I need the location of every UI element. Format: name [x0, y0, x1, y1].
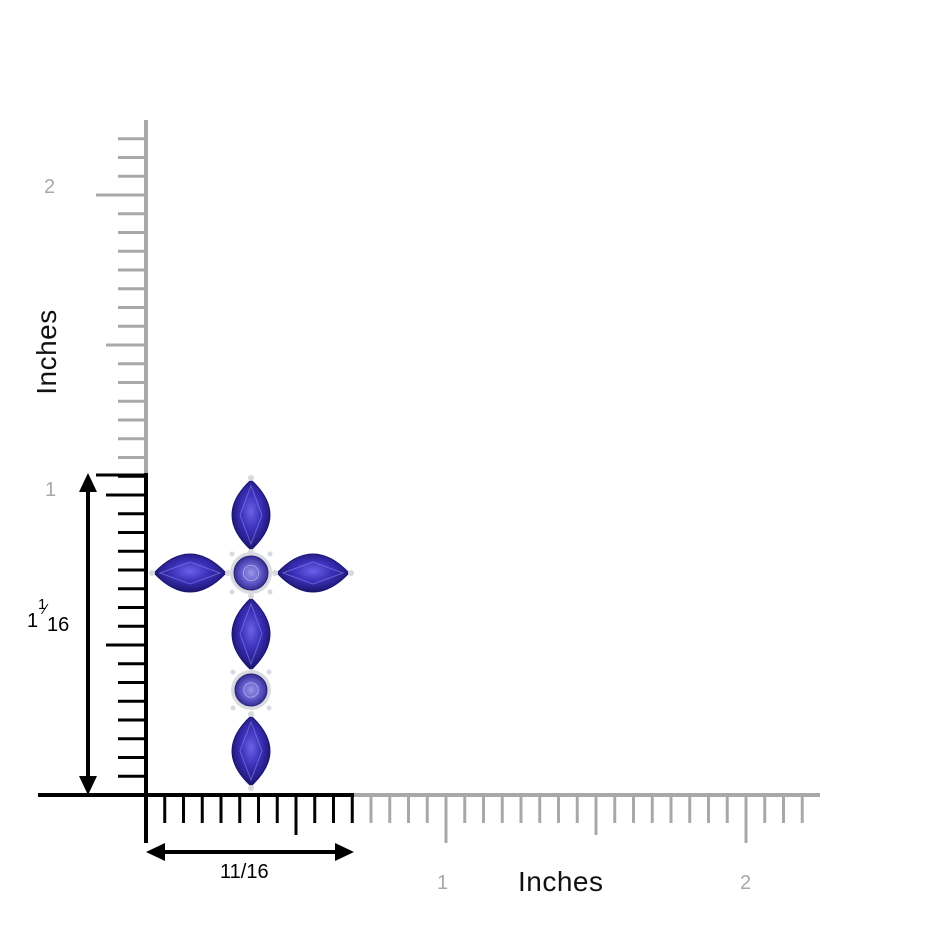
marquise-middle: [231, 593, 271, 675]
width-arrow-head-left: [146, 843, 165, 861]
prong: [248, 785, 254, 791]
width-dimension-label: 11/16: [220, 861, 269, 883]
height-fraction-slash: ⁄: [44, 601, 47, 618]
y-tick-label-2: 2: [44, 176, 56, 198]
round-lower: [230, 669, 272, 711]
prong: [230, 705, 236, 711]
prong: [229, 589, 235, 595]
prong: [229, 551, 235, 557]
height-arrow-head-top: [79, 473, 97, 492]
marquise-stone-body: [231, 715, 271, 787]
round-center: [229, 551, 273, 595]
round-stone-body: [234, 673, 268, 707]
prong: [248, 593, 254, 599]
height-arrow-head-bottom: [79, 776, 97, 795]
prong: [149, 570, 155, 576]
prong: [348, 570, 354, 576]
prong: [272, 570, 278, 576]
marquise-stone-body: [231, 479, 271, 551]
y-tick-label-1: 1: [45, 479, 57, 501]
prong: [230, 669, 236, 675]
marquise-stone-body: [153, 553, 227, 593]
prong: [248, 475, 254, 481]
round-facet: [243, 682, 259, 698]
round-facet: [242, 564, 260, 582]
marquise-stone-body: [231, 597, 271, 671]
marquise-bottom: [231, 711, 271, 791]
dimension-arrows: [79, 473, 354, 861]
width-arrow-head-right: [335, 843, 354, 861]
height-dimension-label: 1 1 ⁄ 16: [27, 596, 75, 640]
prong: [266, 705, 272, 711]
marquise-top: [231, 475, 271, 555]
round-stone-body: [233, 555, 269, 591]
height-numerator: 1: [38, 596, 47, 613]
prong: [266, 669, 272, 675]
height-denominator: 16: [47, 614, 70, 636]
y-axis-title: Inches: [31, 309, 62, 395]
x-axis-title: Inches: [518, 866, 604, 897]
cross-pendant: [149, 475, 354, 791]
marquise-facet: [239, 602, 263, 666]
height-whole: 1: [27, 610, 39, 632]
prong: [267, 589, 273, 595]
prong: [225, 570, 231, 576]
marquise-left: [149, 553, 231, 593]
ruler-grey-ticks: [96, 120, 820, 843]
marquise-facet: [281, 561, 345, 585]
prong: [267, 551, 273, 557]
marquise-facet: [239, 484, 263, 546]
marquise-stone-body: [276, 553, 350, 593]
prong: [248, 711, 254, 717]
marquise-right: [272, 553, 354, 593]
x-tick-label-1: 1: [437, 872, 449, 894]
x-tick-label-2: 2: [740, 872, 752, 894]
ruler-black-ticks: [38, 473, 354, 843]
marquise-facet: [158, 561, 222, 585]
marquise-facet: [239, 720, 263, 782]
